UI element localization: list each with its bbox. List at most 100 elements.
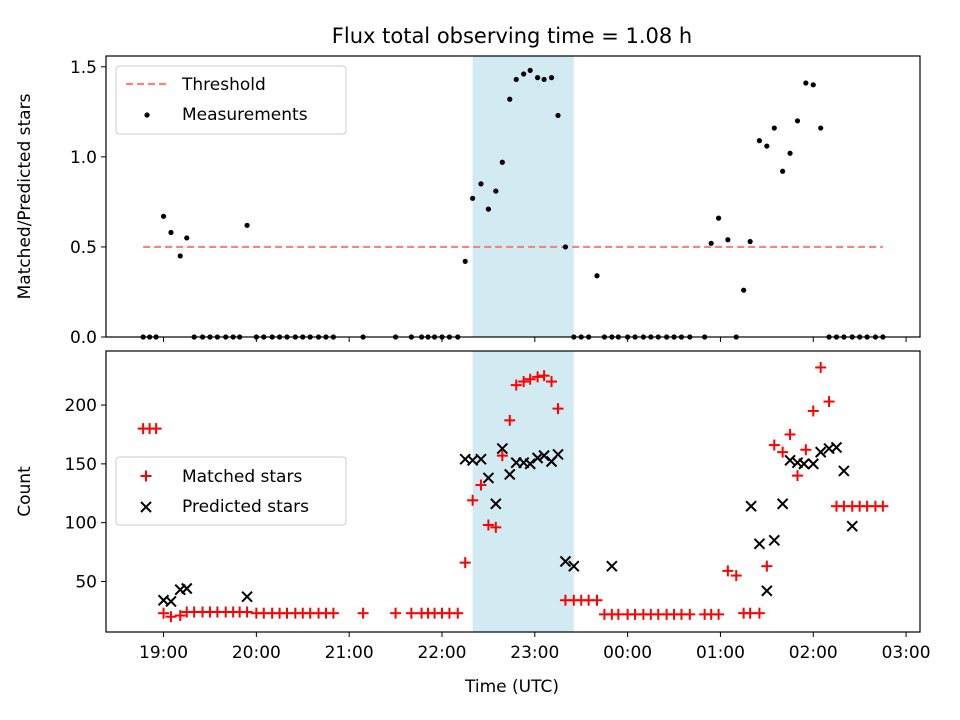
predicted-star-point bbox=[807, 458, 819, 470]
bottom-y-axis-label: Count bbox=[15, 466, 35, 517]
measurement-point bbox=[184, 235, 190, 241]
matched-star-point bbox=[327, 607, 339, 619]
predicted-star-point bbox=[776, 498, 789, 510]
bottom-shaded-band bbox=[472, 351, 574, 632]
measurement-point bbox=[562, 244, 569, 250]
predicted-star-point bbox=[745, 500, 757, 512]
matched-star-point bbox=[482, 519, 494, 531]
matched-star-point bbox=[784, 428, 796, 440]
measurement-point bbox=[548, 75, 555, 81]
measurement-point bbox=[462, 258, 468, 264]
bottom-x-ticks: 19:00 20:00 21:00 22:00 23:00 00:00 01:00 02:00… bbox=[139, 632, 931, 663]
matched-star-point bbox=[174, 610, 186, 622]
matched-stars-legend-swatch bbox=[140, 470, 152, 482]
bot-y-tick-label: 150 bbox=[65, 455, 97, 475]
measurements-legend-swatch bbox=[144, 112, 150, 118]
top-y-ticks: 0.0 0.5 1.0 1.5 bbox=[70, 58, 106, 348]
top-band-rect bbox=[472, 56, 574, 337]
measurement-point bbox=[507, 96, 513, 102]
x-axis-label: Time (UTC) bbox=[464, 677, 559, 697]
top-y-tick-label: 1.0 bbox=[70, 148, 97, 168]
matched-legend-mark bbox=[140, 470, 152, 482]
x-tick-label: 02:00 bbox=[789, 643, 838, 663]
measurement-point bbox=[794, 118, 801, 124]
bottom-legend-box bbox=[115, 456, 347, 526]
matched-star-point bbox=[518, 376, 530, 388]
matched-star-point bbox=[768, 439, 780, 451]
predicted-legend-mark bbox=[140, 501, 152, 513]
matched-star-point bbox=[357, 607, 369, 619]
predicted-star-point-b bbox=[814, 446, 827, 458]
predicted-star-point-b bbox=[538, 449, 550, 462]
measurement-point bbox=[534, 75, 541, 81]
predicted-star-point bbox=[504, 468, 516, 481]
predicted-star-point bbox=[761, 585, 773, 597]
top-x-ticks bbox=[163, 337, 907, 342]
matched-star-point bbox=[475, 479, 487, 491]
predicted-star-point bbox=[814, 446, 827, 458]
predicted-star-point-b bbox=[241, 591, 253, 603]
measurement-point bbox=[708, 240, 714, 246]
measurement-point bbox=[818, 125, 824, 131]
predicted-star-point bbox=[475, 453, 487, 465]
measurement-point bbox=[160, 213, 167, 219]
matched-star-point bbox=[504, 414, 516, 426]
predicted-star-point bbox=[798, 458, 810, 470]
bottom-plot-area bbox=[137, 361, 889, 623]
matched-star-point bbox=[684, 608, 696, 620]
matched-star-point bbox=[538, 370, 550, 382]
measurement-point bbox=[771, 125, 777, 131]
bottom-legend: Matched stars Predicted stars bbox=[115, 456, 347, 526]
top-plot-area bbox=[140, 67, 886, 340]
measurement-point bbox=[499, 159, 505, 165]
measurement-point bbox=[787, 150, 793, 156]
predicted-star-point-b bbox=[768, 534, 780, 547]
top-y-tick-label: 0.0 bbox=[70, 328, 97, 348]
x-tick-label: 21:00 bbox=[325, 643, 374, 663]
matched-star-point bbox=[800, 444, 812, 456]
predicted-star-point-b bbox=[559, 555, 572, 568]
predicted-star-point bbox=[241, 591, 253, 603]
top-axes-frame bbox=[105, 55, 921, 338]
matched-star-point bbox=[807, 405, 819, 417]
measurement-point bbox=[810, 82, 816, 88]
matched-star-point bbox=[390, 607, 402, 619]
threshold-legend-label: Threshold bbox=[181, 75, 266, 95]
predicted-star-point-b bbox=[753, 538, 766, 550]
predicted-star-point bbox=[496, 442, 509, 455]
predicted-star-point bbox=[768, 534, 780, 547]
measurement-point bbox=[177, 253, 183, 259]
bottom-axes-frame bbox=[105, 350, 921, 633]
top-shaded-band bbox=[472, 56, 574, 337]
predicted-stars-legend-label: Predicted stars bbox=[182, 497, 309, 517]
predicted-star-point-b bbox=[761, 585, 773, 597]
bottom-panel: 19:00 20:00 21:00 22:00 23:00 00:00 01:00 02:00… bbox=[15, 350, 931, 663]
predicted-star-point bbox=[552, 448, 564, 461]
top-legend: Threshold Measurements bbox=[115, 65, 347, 135]
chart-title: Flux total observing time = 1.08 h bbox=[332, 24, 692, 48]
top-y-axis-label: Matched/Predicted stars bbox=[15, 93, 35, 299]
matched-star-point bbox=[713, 608, 725, 620]
matched-star-point bbox=[591, 594, 603, 606]
predicted-star-point-b bbox=[568, 560, 580, 572]
predicted-star-point-b bbox=[496, 442, 509, 455]
measurement-point bbox=[493, 188, 499, 194]
matched-star-point bbox=[510, 379, 522, 391]
matched-star-point bbox=[753, 607, 765, 619]
x-tick-label: 23:00 bbox=[510, 643, 559, 663]
bot-y-tick-label: 50 bbox=[75, 572, 97, 592]
bot-band-rect bbox=[472, 351, 574, 632]
measurement-point bbox=[478, 181, 484, 187]
predicted-star-point bbox=[784, 454, 796, 467]
predicted-star-point-b bbox=[552, 448, 564, 461]
measurement-point bbox=[594, 273, 600, 279]
predicted-legend-mark-b bbox=[140, 501, 152, 513]
predicted-star-point-b bbox=[823, 442, 835, 455]
x-tick-label: 22:00 bbox=[417, 643, 466, 663]
measurement-point bbox=[527, 67, 533, 74]
predicted-star-point bbox=[524, 458, 536, 470]
predicted-star-point-b bbox=[531, 452, 544, 464]
measurement-point bbox=[244, 222, 250, 228]
measurement-point bbox=[725, 237, 731, 243]
matched-star-point bbox=[158, 607, 170, 619]
